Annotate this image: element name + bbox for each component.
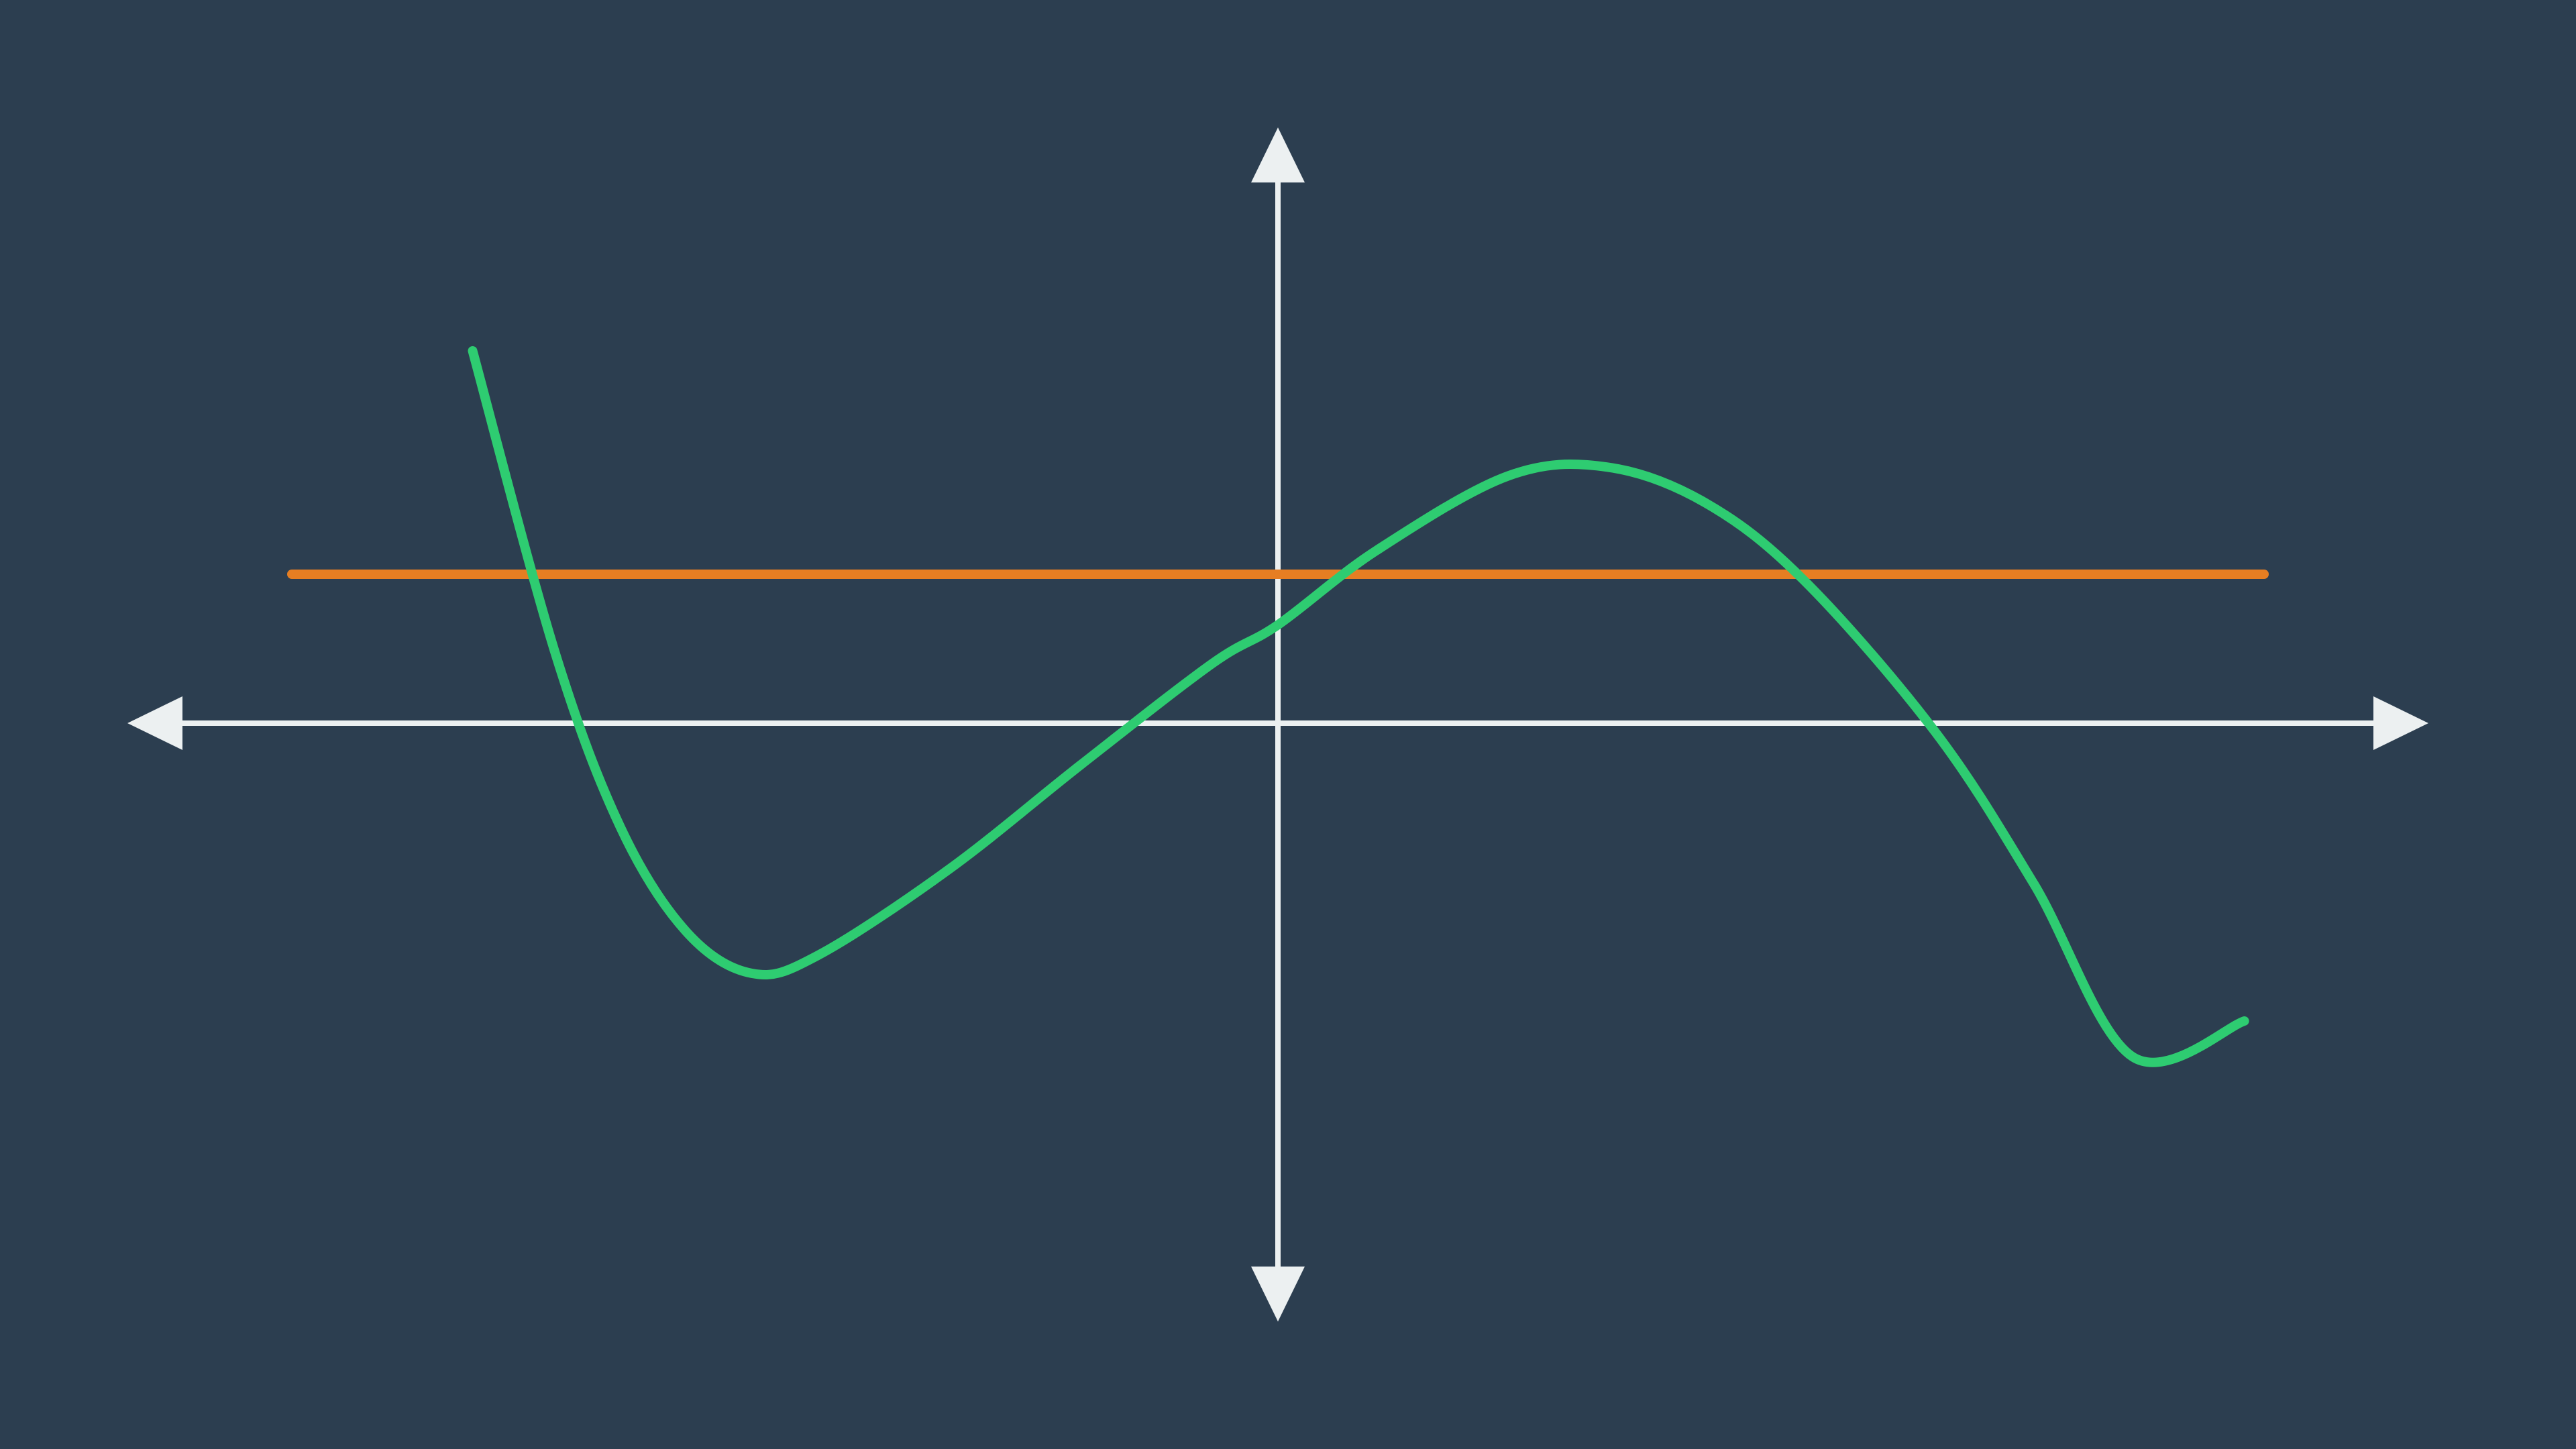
y-axis-arrow-up xyxy=(1251,127,1305,182)
series-group xyxy=(287,346,2269,1067)
y-axis-arrow-down xyxy=(1251,1267,1305,1322)
cubic-curve-series xyxy=(468,346,2249,1067)
x-axis-arrow-right xyxy=(2373,696,2428,750)
x-axis-arrow-left xyxy=(127,696,182,750)
axes-group xyxy=(127,127,2428,1322)
